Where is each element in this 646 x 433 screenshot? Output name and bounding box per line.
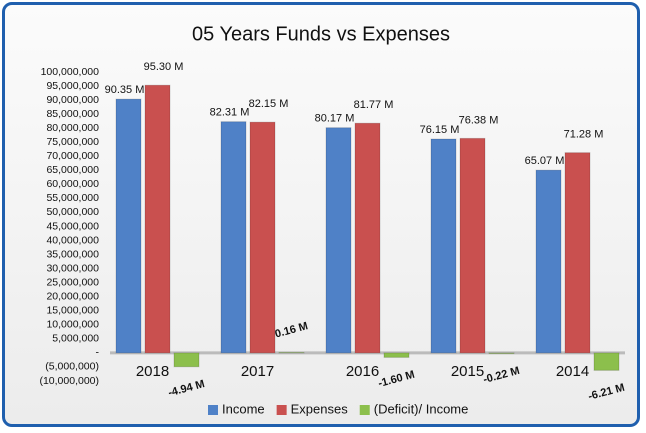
data-label: 95.30 M bbox=[144, 61, 184, 73]
legend-label: Expenses bbox=[291, 401, 349, 416]
chart-title: 05 Years Funds vs Expenses bbox=[192, 23, 450, 45]
y-tick-label: 25,000,000 bbox=[46, 276, 99, 288]
bar bbox=[115, 98, 142, 354]
legend-label: (Deficit)/ Income bbox=[374, 401, 469, 416]
y-tick-label: (5,000,000) bbox=[45, 361, 99, 373]
bar bbox=[383, 352, 410, 358]
y-tick-label: 55,000,000 bbox=[46, 192, 99, 204]
y-tick-label: 10,000,000 bbox=[46, 319, 99, 331]
chart-frame: 05 Years Funds vs Expenses (10,000,000) (… bbox=[2, 2, 640, 427]
bar bbox=[249, 121, 276, 354]
data-label: 65.07 M bbox=[525, 155, 565, 167]
y-tick-label: 100,000,000 bbox=[41, 66, 100, 78]
bar bbox=[564, 152, 591, 354]
y-tick-label: 75,000,000 bbox=[46, 136, 99, 148]
x-tick-label: 2018 bbox=[136, 363, 169, 380]
bar bbox=[144, 84, 171, 354]
data-label: 0.16 M bbox=[274, 320, 310, 340]
y-tick-label: 40,000,000 bbox=[46, 234, 99, 246]
y-tick-label: 60,000,000 bbox=[46, 178, 99, 190]
bar bbox=[593, 352, 620, 371]
legend-label: Income bbox=[222, 401, 265, 416]
x-tick-label: 2014 bbox=[556, 363, 589, 380]
y-tick-label: 15,000,000 bbox=[46, 305, 99, 317]
data-label: 76.15 M bbox=[420, 124, 460, 136]
y-tick-label: 5,000,000 bbox=[52, 333, 99, 345]
y-tick-label: 45,000,000 bbox=[46, 220, 99, 232]
data-label: 90.35 M bbox=[105, 84, 145, 96]
x-tick-label: 2015 bbox=[451, 363, 484, 380]
bar bbox=[325, 127, 352, 354]
y-tick-label: (10,000,000) bbox=[39, 375, 99, 387]
legend-swatch bbox=[208, 405, 218, 415]
y-tick-label: 50,000,000 bbox=[46, 206, 99, 218]
bar bbox=[220, 121, 247, 354]
data-label: 81.77 M bbox=[354, 99, 394, 111]
y-tick-label: 85,000,000 bbox=[46, 108, 99, 120]
bar bbox=[459, 137, 486, 354]
legend-swatch bbox=[359, 405, 370, 415]
bar bbox=[488, 352, 515, 355]
data-label: 71.28 M bbox=[564, 129, 604, 141]
y-tick-label: 70,000,000 bbox=[46, 150, 99, 162]
data-label: -0.22 M bbox=[482, 365, 521, 386]
y-tick-label: 90,000,000 bbox=[46, 94, 99, 106]
bar bbox=[354, 122, 381, 354]
y-tick-label: - bbox=[96, 347, 100, 359]
bar bbox=[535, 169, 562, 354]
bar bbox=[173, 352, 200, 368]
data-label: -4.94 M bbox=[167, 378, 206, 399]
data-label: -6.21 M bbox=[587, 382, 626, 403]
y-tick-label: 35,000,000 bbox=[46, 248, 99, 260]
data-label: 82.31 M bbox=[210, 107, 250, 119]
data-label: -1.60 M bbox=[377, 369, 416, 390]
legend-swatch bbox=[276, 405, 287, 415]
y-tick-label: 20,000,000 bbox=[46, 291, 99, 303]
x-tick-label: 2017 bbox=[241, 363, 274, 380]
bar bbox=[430, 138, 457, 354]
y-tick-label: 30,000,000 bbox=[46, 262, 99, 274]
data-label: 80.17 M bbox=[315, 113, 355, 125]
x-tick-label: 2016 bbox=[346, 363, 379, 380]
data-label: 82.15 M bbox=[249, 98, 289, 110]
y-tick-label: 95,000,000 bbox=[46, 80, 99, 92]
chart: 05 Years Funds vs Expenses (10,000,000) (… bbox=[39, 23, 626, 416]
y-tick-label: 80,000,000 bbox=[46, 122, 99, 134]
y-tick-label: 65,000,000 bbox=[46, 164, 99, 176]
data-label: 76.38 M bbox=[459, 114, 499, 126]
